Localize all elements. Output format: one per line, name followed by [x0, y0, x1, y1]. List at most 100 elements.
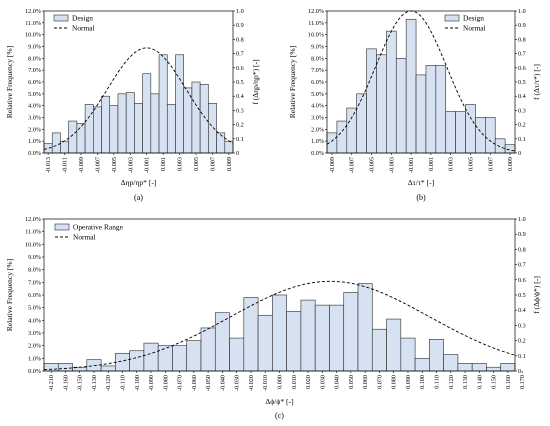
- x-tick-label: 0.003: [448, 157, 455, 171]
- histogram-bar: [84, 104, 94, 154]
- legend-swatch-histogram: [54, 223, 70, 231]
- panel-caption: (c): [275, 411, 284, 420]
- x-tick-label: 0.110: [434, 375, 441, 389]
- y-tick-label: 0.0%: [28, 150, 41, 157]
- x-tick-label: 0.160: [505, 375, 512, 389]
- histogram-bar: [93, 106, 102, 154]
- y2-tick-label: 0.4: [518, 307, 526, 314]
- x-tick-label: 0.120: [448, 375, 455, 389]
- y-tick-label: 7.0%: [311, 67, 324, 74]
- x-tick-label: 0.001: [160, 157, 167, 171]
- x-tick-label: -0.007: [349, 157, 356, 173]
- y-tick-label: 10.0%: [25, 241, 41, 248]
- y2-tick-label: 0.9: [518, 231, 526, 238]
- x-tick-label: -0.210: [48, 375, 55, 391]
- x-tick-label: 0.170: [519, 375, 526, 389]
- histogram-bar: [60, 140, 69, 154]
- y2-tick-label: 0.3: [518, 107, 526, 114]
- y2-tick-label: 0.3: [518, 322, 526, 329]
- x-tick-label: -0.003: [127, 157, 134, 173]
- y-tick-label: 5.0%: [28, 305, 41, 312]
- y2-tick-label: 0.2: [236, 122, 244, 129]
- y-tick-label: 10.0%: [308, 32, 324, 39]
- x-tick-label: -0.060: [191, 375, 198, 391]
- histogram-bar: [57, 363, 73, 372]
- x-tick-label: 0.010: [291, 375, 298, 389]
- histogram-bar: [395, 58, 407, 154]
- y-tick-label: 4.0%: [28, 317, 41, 324]
- histogram-bar: [117, 93, 127, 154]
- legend-label-normal: Normal: [463, 24, 486, 33]
- x-axis-label: Δϕ/ϕ* [-]: [265, 397, 293, 406]
- x-tick-label: 0.130: [462, 375, 469, 389]
- y-tick-label: 4.0%: [311, 103, 324, 110]
- legend-label-histogram: Operative Range: [73, 223, 124, 232]
- y-tick-label: 8.0%: [311, 55, 324, 62]
- histogram-bar: [115, 352, 130, 372]
- y2-axis-label: f (Δτ/τ*) [-]: [532, 64, 541, 100]
- y-tick-label: 12.0%: [25, 8, 41, 15]
- histogram-bar: [175, 54, 184, 154]
- histogram-bar: [101, 95, 111, 154]
- histogram-bar: [504, 144, 516, 154]
- x-tick-label: -0.001: [408, 157, 415, 173]
- y-tick-label: 1.0%: [311, 138, 324, 145]
- x-tick-label: -0.005: [369, 157, 376, 173]
- x-tick-label: -0.009: [78, 157, 85, 173]
- y-tick-label: 1.0%: [28, 355, 41, 362]
- histogram-bar: [376, 54, 387, 154]
- y-tick-label: 1.0%: [28, 138, 41, 145]
- x-tick-label: -0.020: [248, 375, 255, 391]
- histogram-bar: [208, 103, 217, 154]
- histogram-bar: [445, 111, 456, 154]
- x-tick-label: -0.040: [219, 375, 226, 391]
- x-axis-label: Δτ/τ* [-]: [408, 178, 434, 187]
- x-tick-label: -0.011: [62, 157, 69, 173]
- histogram-bar: [400, 337, 416, 372]
- panel-caption: (b): [416, 193, 426, 202]
- histogram-bar: [200, 327, 216, 372]
- y2-tick-label: 0: [236, 150, 239, 157]
- y-tick-label: 4.0%: [28, 103, 41, 110]
- histogram-bar: [329, 304, 345, 372]
- y-axis-label: Relative Frequency [%]: [288, 46, 297, 119]
- x-tick-label: -0.070: [177, 375, 184, 391]
- histogram-bar: [224, 140, 234, 154]
- y-tick-label: 5.0%: [311, 91, 324, 98]
- y2-tick-label: 0.5: [518, 79, 526, 86]
- x-tick-label: -0.013: [45, 157, 52, 173]
- histogram-bar: [43, 143, 53, 154]
- y2-tick-label: 0.6: [518, 277, 526, 284]
- histogram-bar: [229, 337, 245, 372]
- y2-tick-label: 0.5: [236, 79, 244, 86]
- histogram-bar: [157, 345, 173, 372]
- histogram-bar: [100, 365, 116, 372]
- histogram-bar: [386, 318, 402, 372]
- y-tick-label: 9.0%: [311, 44, 324, 51]
- histogram-bar: [336, 120, 348, 154]
- x-tick-label: -0.100: [134, 375, 141, 391]
- y2-tick-label: 0.9: [236, 22, 244, 29]
- y-axis-label: Relative Frequency [%]: [5, 259, 14, 332]
- histogram-bar: [166, 104, 176, 154]
- y-tick-label: 5.0%: [28, 91, 41, 98]
- histogram-bar: [142, 73, 152, 154]
- histogram-bar: [199, 84, 209, 154]
- x-tick-label: 0.090: [405, 375, 412, 389]
- x-tick-label: 0.070: [376, 375, 383, 389]
- x-tick-label: -0.050: [205, 375, 212, 391]
- y2-tick-label: 0.3: [236, 107, 244, 114]
- histogram-bar: [455, 111, 466, 154]
- normal-curve: [326, 10, 516, 152]
- y2-tick-label: 0.1: [236, 136, 244, 143]
- x-tick-label: -0.009: [329, 157, 336, 173]
- y2-tick-label: 0.5: [518, 292, 526, 299]
- histogram-bar: [216, 132, 226, 154]
- histogram-bar: [134, 103, 143, 154]
- x-tick-label: -0.090: [148, 375, 155, 391]
- histogram-bar: [51, 132, 61, 154]
- histogram-bar: [143, 342, 159, 372]
- histogram-bar: [243, 297, 259, 372]
- x-tick-label: 0.007: [487, 157, 494, 171]
- histogram-bar: [356, 93, 367, 154]
